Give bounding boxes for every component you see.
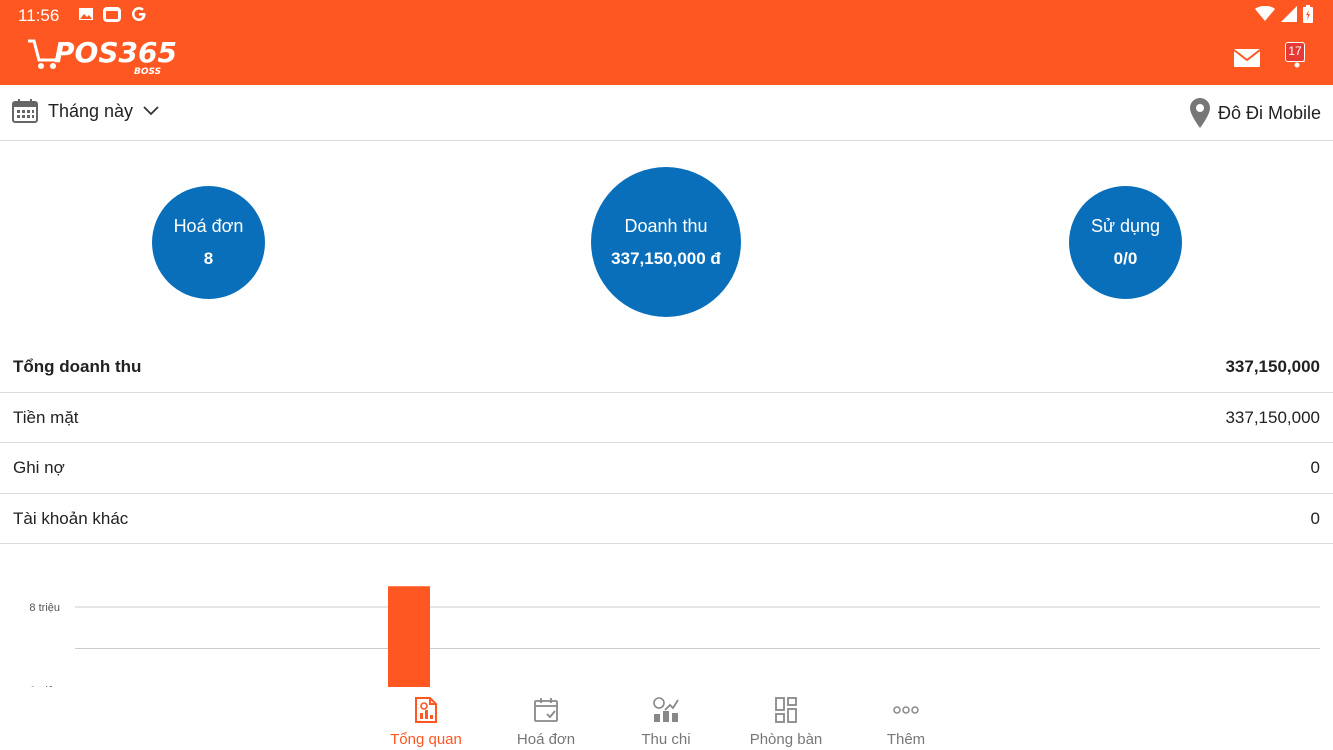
filter-bar: Tháng này Đô Đi Mobile [0,85,1333,141]
summary-value: 337,150,000 [1225,357,1320,376]
mail-button[interactable] [1233,48,1261,68]
app-header: 11:56 POS365 BOSS [0,0,1333,85]
revenue-summary-list: Tổng doanh thu 337,150,000 Tiền mặt 337,… [0,342,1333,544]
nav-overview[interactable]: Tổng quan [366,687,486,750]
location-pin-icon [1189,98,1210,128]
revenue-title: Doanh thu [624,215,708,236]
logo-subtitle: BOSS [134,67,162,77]
usage-value: 0/0 [1113,249,1138,268]
summary-label: Tổng doanh thu [13,357,142,376]
chart-ytick-label: 8 triệu [29,602,60,614]
logo-text: POS365 [54,36,177,69]
chart-bar[interactable] [388,586,430,687]
summary-row-total-revenue: Tổng doanh thu 337,150,000 [0,342,1333,393]
chevron-down-icon [143,106,159,116]
summary-value: 0 [1310,458,1320,477]
summary-row-other-accounts: Tài khoản khác 0 [0,494,1333,544]
cart-logo-icon [28,39,56,69]
nav-label: Thêm [886,731,926,748]
branch-selector[interactable]: Đô Đi Mobile [1189,98,1321,128]
revenue-chart-svg: 8 triệu 6 triệu [29,586,1320,687]
summary-value: 0 [1310,508,1320,528]
signal-icon [1281,6,1297,22]
wifi-icon [1255,6,1275,21]
nav-label: Phòng bàn [749,731,823,748]
revenue-circle: Doanh thu 337,150,000 đ [591,167,741,317]
tables-grid-icon [775,697,797,723]
nav-more[interactable]: Thêm [846,687,966,750]
bottom-navigation: Tổng quan Hoá đơn Thu chi [0,687,1333,750]
status-icons [78,5,148,23]
summary-row-cash: Tiền mặt 337,150,000 [0,393,1333,443]
summary-label: Tiền mặt [13,407,79,427]
calendar-icon [12,99,38,123]
period-selector[interactable]: Tháng này [12,99,159,123]
nav-label: Hoá đơn [516,731,576,748]
system-indicators [1255,5,1313,23]
invoice-calendar-icon [534,698,558,722]
nav-label: Thu chi [641,731,691,748]
summary-row-debt: Ghi nợ 0 [0,443,1333,494]
battery-icon [1303,5,1313,23]
more-dots-icon [893,706,919,714]
summary-value: 337,150,000 [1225,407,1320,427]
branch-label: Đô Đi Mobile [1217,102,1321,123]
calendar-365-icon [103,7,121,22]
revenue-chart[interactable]: 8 triệu 6 triệu [0,545,1333,687]
usage-title: Sử dụng [1090,216,1161,236]
status-time: 11:56 [18,6,60,25]
revenue-value: 337,150,000 đ [611,248,721,268]
nav-income-expense[interactable]: Thu chi [606,687,726,750]
notification-button[interactable]: 17 [1281,40,1313,70]
invoice-count-value: 8 [203,249,214,268]
image-icon [79,8,93,20]
usage-circle: Sử dụng 0/0 [1069,186,1182,299]
summary-label: Tài khoản khác [13,508,129,528]
notification-badge: 17 [1285,42,1305,62]
nav-invoices[interactable]: Hoá đơn [486,687,606,750]
chart-ytick-label: 6 triệu [29,685,60,687]
nav-tables[interactable]: Phòng bàn [726,687,846,750]
summary-label: Ghi nợ [13,458,65,477]
dashboard-report-icon [415,697,437,723]
invoice-count-circle: Hoá đơn 8 [152,186,265,299]
google-icon [132,7,146,21]
nav-label: Tổng quan [390,731,462,748]
invoice-count-title: Hoá đơn [173,216,244,236]
mail-icon [1233,49,1261,67]
finance-chart-icon [653,697,679,722]
period-label: Tháng này [48,100,134,121]
